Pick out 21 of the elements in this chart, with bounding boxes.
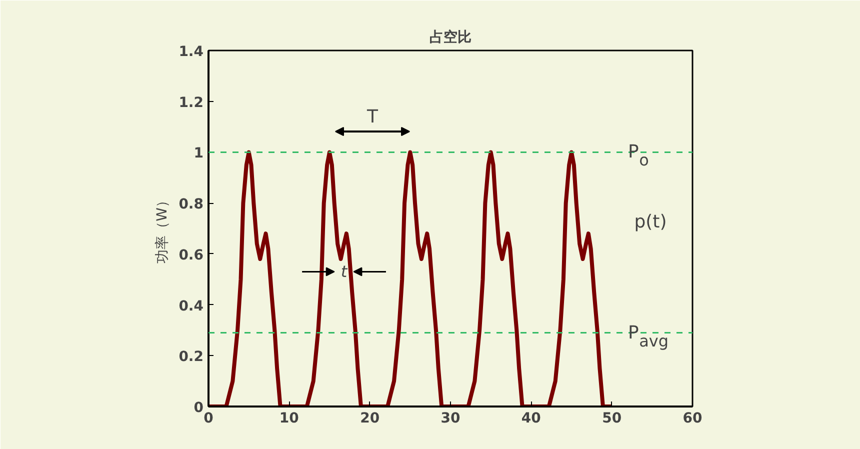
chart-title: 占空比 [430,28,472,46]
y-tick-label: 0 [194,400,204,416]
annotation: t [340,262,348,282]
x-tick-label: 10 [279,410,300,426]
x-tick-label: 50 [602,410,622,426]
line-series [208,150,614,406]
y-axis-title: 功率（W） [154,194,171,264]
annotation: p(t) [634,212,667,232]
x-tick-label: 20 [360,410,380,426]
y-tick-label: 0.6 [178,247,204,264]
x-tick-label: 60 [682,410,702,426]
y-tick-label: 0.4 [178,298,204,314]
x-tick-label: 30 [440,410,460,426]
x-tick-label: 40 [521,410,542,426]
y-tick-label: 0.8 [178,196,204,213]
y-tick-label: 1 [194,146,204,162]
annotation: T [366,106,379,128]
y-tick-label: 0.2 [178,349,204,366]
y-tick-label: 1.2 [178,94,204,111]
y-tick-label: 1.4 [178,44,204,60]
x-tick-label: 0 [204,410,214,426]
